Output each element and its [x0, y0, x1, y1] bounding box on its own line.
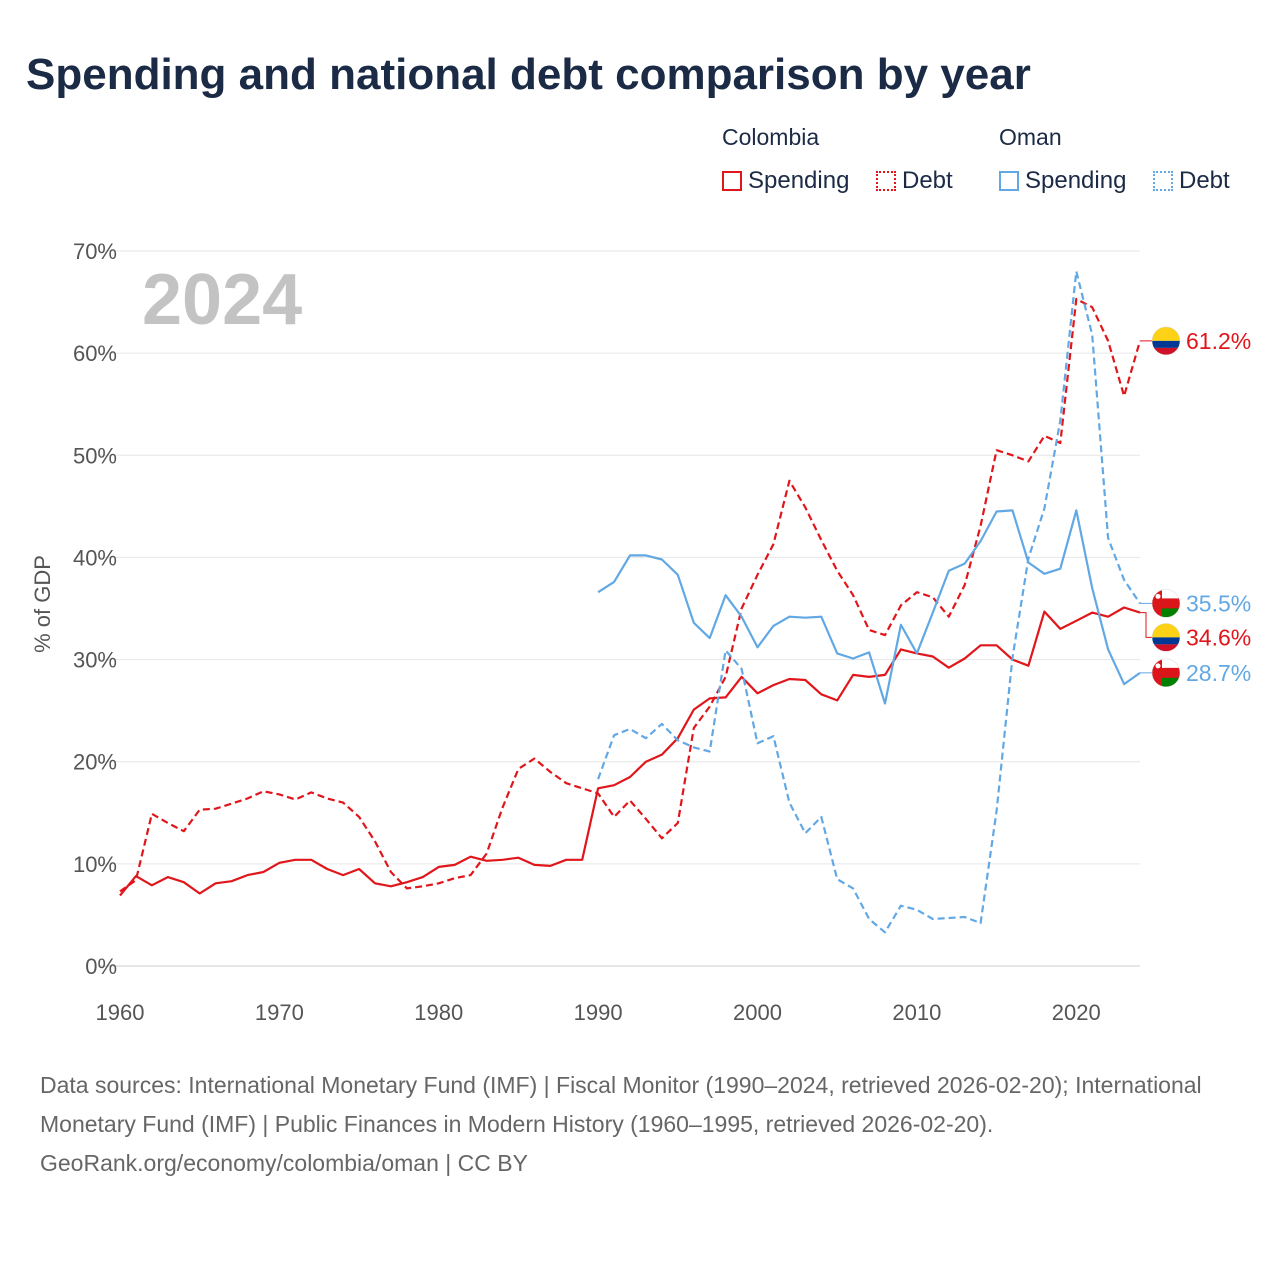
- y-tick-label: 30%: [73, 648, 117, 673]
- x-tick-label: 2000: [733, 1000, 782, 1025]
- y-tick-label: 50%: [73, 443, 117, 468]
- legend-label: Spending: [748, 167, 850, 194]
- y-tick-label: 0%: [85, 954, 117, 979]
- legend: Colombia Spending Debt Oman Spending Deb…: [722, 124, 1262, 204]
- oman-flag-icon: [1151, 589, 1181, 618]
- series-line-colombia-debt: [119, 297, 1142, 893]
- data-sources: Data sources: International Monetary Fun…: [40, 1072, 1202, 1137]
- x-tick-label: 1980: [414, 1000, 463, 1025]
- x-tick-label: 1970: [255, 1000, 304, 1025]
- footer: Data sources: International Monetary Fun…: [40, 1066, 1240, 1183]
- series-line-oman-spending: [597, 509, 1141, 705]
- dotted-swatch-icon: [876, 171, 896, 191]
- legend-label: Spending: [1025, 167, 1127, 194]
- x-tick-label: 2010: [892, 1000, 941, 1025]
- credit-link[interactable]: GeoRank.org/economy/colombia/oman | CC B…: [40, 1150, 528, 1176]
- legend-label: Debt: [902, 167, 953, 194]
- line-chart: 0% 10% 20% 30% 40% 50% 60% 70% 1960 1970 1980 1990 2…: [30, 239, 1251, 1025]
- colombia-flag-icon: [1151, 326, 1181, 356]
- y-tick-label: 70%: [73, 239, 117, 264]
- series-line-colombia-spending: [119, 606, 1141, 897]
- end-value-label: 34.6%: [1186, 624, 1251, 650]
- legend-label: Debt: [1179, 167, 1230, 194]
- series-line-oman-debt: [597, 270, 1141, 934]
- series-group: [119, 270, 1142, 934]
- end-value-label: 35.5%: [1186, 590, 1251, 616]
- x-tick-label: 2020: [1052, 1000, 1101, 1025]
- legend-country-oman: Oman: [999, 124, 1062, 150]
- y-tick-label: 40%: [73, 545, 117, 570]
- y-tick-label: 60%: [73, 341, 117, 366]
- solid-swatch-icon: [999, 171, 1019, 191]
- y-tick-label: 10%: [73, 852, 117, 877]
- colombia-flag-icon: [1151, 623, 1181, 652]
- dotted-swatch-icon: [1153, 171, 1173, 191]
- x-tick-label: 1990: [574, 1000, 623, 1025]
- legend-item-colombia-debt[interactable]: Debt: [876, 166, 953, 196]
- legend-item-colombia-spending[interactable]: Spending: [722, 166, 849, 196]
- end-value-label: 28.7%: [1186, 660, 1251, 686]
- end-value-label: 61.2%: [1186, 328, 1251, 354]
- solid-swatch-icon: [722, 171, 742, 191]
- page-title: Spending and national debt comparison by…: [26, 50, 1031, 99]
- legend-country-colombia: Colombia: [722, 124, 820, 150]
- x-tick-label: 1960: [96, 1000, 145, 1025]
- grid: 0% 10% 20% 30% 40% 50% 60% 70% 1960 1970 1980 1990 2…: [73, 239, 1140, 1025]
- end-label-connector: [1140, 612, 1152, 638]
- legend-item-oman-debt[interactable]: Debt: [1153, 166, 1230, 196]
- oman-flag-icon: [1151, 658, 1181, 688]
- end-labels: 61.2% 35.5% 34.6% 28.7%: [1140, 326, 1251, 688]
- year-label: 2024: [142, 260, 302, 340]
- legend-item-oman-spending[interactable]: Spending: [999, 166, 1126, 196]
- y-tick-label: 20%: [73, 750, 117, 775]
- y-axis-title: % of GDP: [30, 555, 55, 653]
